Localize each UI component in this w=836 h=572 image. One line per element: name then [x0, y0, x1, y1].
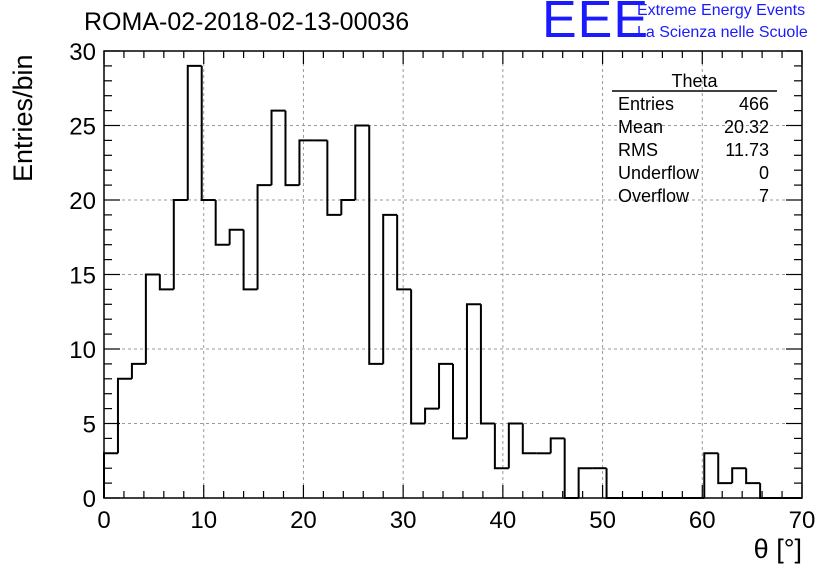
x-tick-label: 10 [190, 507, 217, 534]
histogram-bin [298, 139, 314, 186]
histogram-bin [200, 65, 216, 201]
x-tick-label: 60 [689, 507, 716, 534]
histogram-bin [731, 467, 747, 484]
y-tick-label: 5 [83, 412, 96, 439]
histogram-bin [130, 362, 146, 379]
histogram-bin [410, 289, 426, 425]
stats-label: RMS [618, 140, 658, 160]
histogram-bin [703, 452, 719, 498]
histogram-bin [284, 110, 300, 187]
histogram-bin [396, 214, 412, 291]
histogram-bin [354, 124, 370, 200]
logo-line-1: Extreme Energy Events [637, 2, 806, 19]
histogram-bin [452, 363, 467, 440]
histogram-bin [172, 199, 188, 290]
histogram-bin [521, 423, 537, 455]
y-tick-label: 20 [69, 188, 96, 215]
x-tick-label: 20 [290, 507, 317, 534]
histogram-bin [103, 452, 118, 498]
y-tick-label: 25 [69, 114, 96, 141]
histogram-bin [717, 453, 733, 485]
histogram-bin [340, 199, 356, 215]
histogram-bin [577, 467, 593, 498]
histogram-bin [465, 303, 481, 439]
histogram-bin [116, 377, 132, 454]
histogram-bin [228, 228, 244, 245]
stats-label: Underflow [618, 163, 700, 183]
y-tick-label: 0 [83, 486, 96, 513]
x-tick-label: 40 [490, 507, 517, 534]
x-tick-label: 30 [390, 507, 417, 534]
histogram-bin [479, 304, 495, 425]
histogram-bin [256, 184, 272, 290]
stats-value: 7 [759, 186, 769, 206]
stats-label: Mean [618, 117, 663, 137]
stats-title: Theta [671, 71, 718, 91]
histogram-bin [368, 125, 384, 365]
histogram-bin [507, 422, 523, 469]
histogram-bin [326, 140, 342, 216]
histogram-bin [382, 213, 398, 364]
stats-box: Theta Entries 466 Mean 20.32 RMS 11.73 Underflo… [612, 71, 777, 206]
y-tick-label: 30 [69, 39, 96, 66]
histogram-bin [242, 229, 258, 291]
x-tick-label: 0 [97, 507, 110, 534]
histogram-bin [158, 274, 174, 291]
histogram-bin [270, 109, 286, 186]
histogram-bin [214, 200, 230, 246]
histogram-bin [549, 437, 565, 454]
stats-value: 0 [759, 163, 769, 183]
histogram-bin [144, 273, 160, 364]
histogram-bin [745, 468, 761, 485]
y-tick-label: 10 [69, 337, 96, 364]
histogram-bin [563, 438, 579, 499]
x-tick-label: 70 [789, 507, 816, 534]
x-axis-label: θ [°] [753, 534, 802, 564]
eee-logo: EEE [542, 0, 650, 49]
logo-line-2: La Scienza nelle Scuole [637, 24, 808, 41]
stats-label: Overflow [618, 186, 690, 206]
stats-value: 11.73 [725, 140, 769, 160]
x-tick-label: 50 [589, 507, 616, 534]
histogram-bin [493, 423, 509, 470]
histogram-bin [424, 407, 440, 424]
histogram-bin [186, 64, 202, 200]
stats-value: 20.32 [724, 117, 769, 137]
stats-value: 466 [739, 94, 769, 114]
stats-label: Entries [618, 94, 674, 114]
histogram-bin [605, 468, 621, 499]
chart-title: ROMA-02-2018-02-13-00036 [84, 8, 410, 36]
histogram-bin [438, 362, 453, 409]
y-tick-label: 15 [69, 263, 96, 290]
